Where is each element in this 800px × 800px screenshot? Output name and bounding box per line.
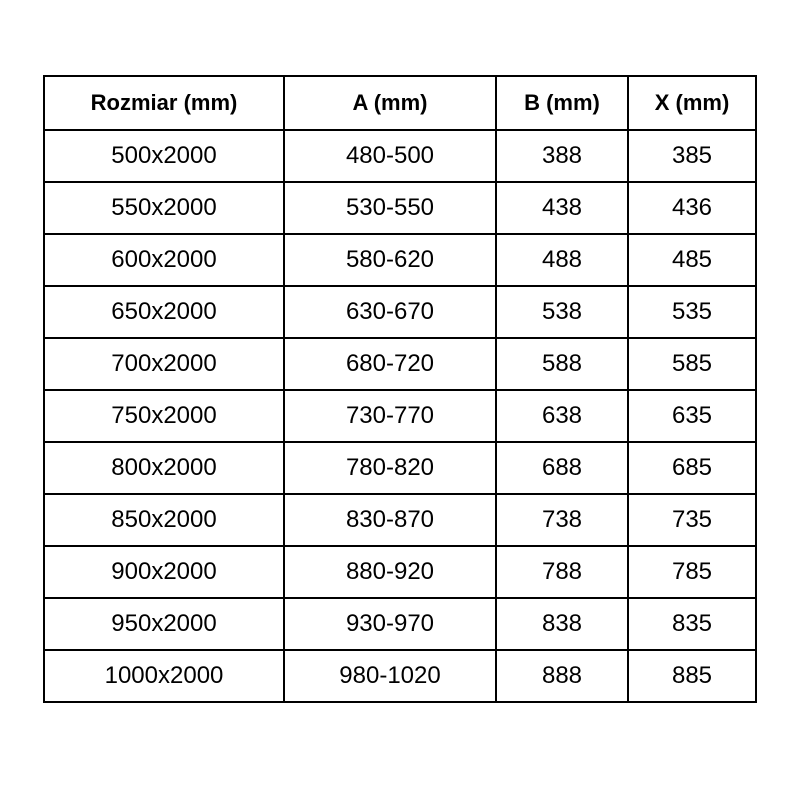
table-cell: 800x2000 bbox=[43, 441, 285, 495]
table-cell: 888 bbox=[495, 649, 629, 703]
column-header: A (mm) bbox=[283, 75, 497, 131]
table-cell: 500x2000 bbox=[43, 129, 285, 183]
table-cell: 436 bbox=[627, 181, 757, 235]
table-row: 1000x2000 980-1020 888 885 bbox=[43, 649, 757, 703]
table-cell: 1000x2000 bbox=[43, 649, 285, 703]
table-row: 700x2000 680-720 588 585 bbox=[43, 337, 757, 391]
table-cell: 950x2000 bbox=[43, 597, 285, 651]
table-cell: 438 bbox=[495, 181, 629, 235]
table-cell: 785 bbox=[627, 545, 757, 599]
table-cell: 630-670 bbox=[283, 285, 497, 339]
table-body: 500x2000 480-500 388 385 550x2000 530-550 438 4… bbox=[43, 129, 757, 703]
table-cell: 700x2000 bbox=[43, 337, 285, 391]
table-cell: 735 bbox=[627, 493, 757, 547]
table-row: 550x2000 530-550 438 436 bbox=[43, 181, 757, 235]
size-table-container: Rozmiar (mm) A (mm) B (mm) X (mm) 500x2000 4… bbox=[43, 75, 757, 703]
table-row: 600x2000 580-620 488 485 bbox=[43, 233, 757, 287]
table-cell: 580-620 bbox=[283, 233, 497, 287]
table-cell: 980-1020 bbox=[283, 649, 497, 703]
table-cell: 680-720 bbox=[283, 337, 497, 391]
table-cell: 788 bbox=[495, 545, 629, 599]
table-cell: 600x2000 bbox=[43, 233, 285, 287]
table-cell: 830-870 bbox=[283, 493, 497, 547]
table-cell: 530-550 bbox=[283, 181, 497, 235]
table-cell: 588 bbox=[495, 337, 629, 391]
table-cell: 550x2000 bbox=[43, 181, 285, 235]
column-header: B (mm) bbox=[495, 75, 629, 131]
table-cell: 385 bbox=[627, 129, 757, 183]
table-cell: 635 bbox=[627, 389, 757, 443]
table-cell: 880-920 bbox=[283, 545, 497, 599]
table-cell: 638 bbox=[495, 389, 629, 443]
table-cell: 480-500 bbox=[283, 129, 497, 183]
table-cell: 650x2000 bbox=[43, 285, 285, 339]
table-cell: 688 bbox=[495, 441, 629, 495]
column-header: Rozmiar (mm) bbox=[43, 75, 285, 131]
table-cell: 838 bbox=[495, 597, 629, 651]
table-cell: 835 bbox=[627, 597, 757, 651]
table-row: 950x2000 930-970 838 835 bbox=[43, 597, 757, 651]
table-header: Rozmiar (mm) A (mm) B (mm) X (mm) bbox=[43, 75, 757, 131]
table-row: 850x2000 830-870 738 735 bbox=[43, 493, 757, 547]
table-row: 650x2000 630-670 538 535 bbox=[43, 285, 757, 339]
table-row: 750x2000 730-770 638 635 bbox=[43, 389, 757, 443]
table-cell: 780-820 bbox=[283, 441, 497, 495]
table-cell: 750x2000 bbox=[43, 389, 285, 443]
table-row: 800x2000 780-820 688 685 bbox=[43, 441, 757, 495]
table-cell: 488 bbox=[495, 233, 629, 287]
table-cell: 930-970 bbox=[283, 597, 497, 651]
table-cell: 685 bbox=[627, 441, 757, 495]
table-cell: 738 bbox=[495, 493, 629, 547]
table-row: 500x2000 480-500 388 385 bbox=[43, 129, 757, 183]
table-cell: 388 bbox=[495, 129, 629, 183]
table-cell: 585 bbox=[627, 337, 757, 391]
table-cell: 485 bbox=[627, 233, 757, 287]
table-cell: 535 bbox=[627, 285, 757, 339]
table-cell: 730-770 bbox=[283, 389, 497, 443]
table-row: 900x2000 880-920 788 785 bbox=[43, 545, 757, 599]
table-cell: 885 bbox=[627, 649, 757, 703]
header-row: Rozmiar (mm) A (mm) B (mm) X (mm) bbox=[43, 75, 757, 131]
table-cell: 900x2000 bbox=[43, 545, 285, 599]
table-cell: 850x2000 bbox=[43, 493, 285, 547]
size-table: Rozmiar (mm) A (mm) B (mm) X (mm) 500x2000 4… bbox=[43, 75, 757, 703]
table-cell: 538 bbox=[495, 285, 629, 339]
column-header: X (mm) bbox=[627, 75, 757, 131]
